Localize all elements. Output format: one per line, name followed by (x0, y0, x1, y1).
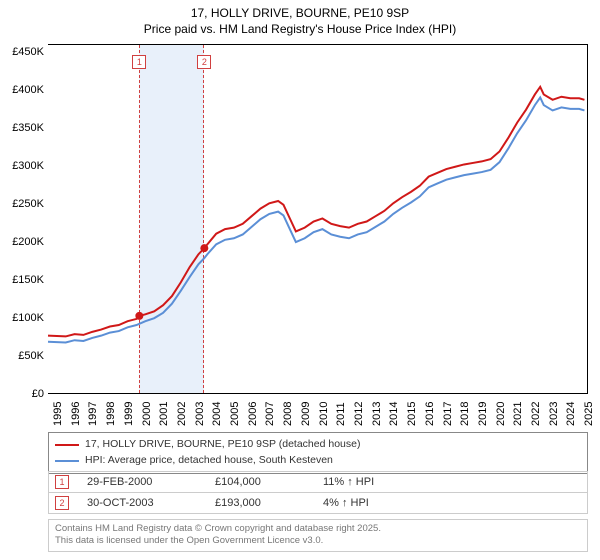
y-tick-label: £400K (0, 84, 44, 96)
x-tick-label: 2003 (194, 402, 206, 426)
x-tick-label: 2011 (335, 402, 347, 426)
y-tick-label: £250K (0, 198, 44, 210)
x-tick-label: 2017 (442, 402, 454, 426)
y-tick-label: £50K (0, 350, 44, 362)
y-tick-label: £450K (0, 46, 44, 58)
x-tick-label: 2006 (247, 402, 259, 426)
x-tick-label: 2005 (229, 402, 241, 426)
x-tick-label: 1997 (87, 402, 99, 426)
x-tick-label: 2019 (477, 402, 489, 426)
sale-date: 30-OCT-2003 (87, 497, 197, 509)
x-tick-label: 2009 (300, 402, 312, 426)
sale-marker-inline: 1 (55, 475, 69, 489)
sales-row: 1 29-FEB-2000 £104,000 11% ↑ HPI (48, 471, 588, 493)
y-tick-label: £100K (0, 312, 44, 324)
legend-swatch (55, 460, 79, 462)
legend-row: 17, HOLLY DRIVE, BOURNE, PE10 9SP (detac… (55, 437, 581, 453)
y-tick-label: £200K (0, 236, 44, 248)
legend-label: 17, HOLLY DRIVE, BOURNE, PE10 9SP (detac… (85, 437, 360, 453)
sale-delta: 11% ↑ HPI (323, 476, 413, 488)
x-tick-label: 2025 (583, 402, 595, 426)
x-tick-label: 2016 (424, 402, 436, 426)
sale-delta: 4% ↑ HPI (323, 497, 413, 509)
x-tick-label: 2018 (459, 402, 471, 426)
attribution: Contains HM Land Registry data © Crown c… (48, 519, 588, 552)
x-tick-label: 2007 (264, 402, 276, 426)
x-tick-label: 2015 (406, 402, 418, 426)
x-tick-label: 2014 (388, 402, 400, 426)
title-address: 17, HOLLY DRIVE, BOURNE, PE10 9SP (0, 6, 600, 22)
x-tick-label: 2001 (158, 402, 170, 426)
y-tick-label: £350K (0, 122, 44, 134)
y-tick-label: £300K (0, 160, 44, 172)
chart-container: 17, HOLLY DRIVE, BOURNE, PE10 9SP Price … (0, 0, 600, 560)
title-subtitle: Price paid vs. HM Land Registry's House … (0, 22, 600, 38)
x-tick-label: 2023 (548, 402, 560, 426)
x-tick-label: 1998 (105, 402, 117, 426)
x-tick-label: 2004 (211, 402, 223, 426)
x-tick-label: 1999 (123, 402, 135, 426)
plot-svg (48, 45, 588, 395)
sale-price: £104,000 (215, 476, 305, 488)
plot-area: 12 (48, 44, 588, 394)
x-tick-label: 1995 (52, 402, 64, 426)
series-price_paid (48, 87, 584, 337)
title-block: 17, HOLLY DRIVE, BOURNE, PE10 9SP Price … (0, 0, 600, 37)
x-tick-label: 2021 (512, 402, 524, 426)
x-tick-label: 2022 (530, 402, 542, 426)
sales-table: 1 29-FEB-2000 £104,000 11% ↑ HPI 2 30-OCT-200… (48, 472, 588, 514)
attribution-line1: Contains HM Land Registry data © Crown c… (55, 523, 581, 535)
sale-point (200, 244, 208, 252)
x-tick-label: 2008 (282, 402, 294, 426)
sales-row: 2 30-OCT-2003 £193,000 4% ↑ HPI (48, 492, 588, 514)
sale-point (135, 312, 143, 320)
sale-date: 29-FEB-2000 (87, 476, 197, 488)
legend: 17, HOLLY DRIVE, BOURNE, PE10 9SP (detac… (48, 432, 588, 474)
y-tick-label: £0 (0, 388, 44, 400)
x-tick-label: 2010 (318, 402, 330, 426)
x-tick-label: 2012 (353, 402, 365, 426)
x-tick-label: 2013 (371, 402, 383, 426)
x-tick-label: 2000 (141, 402, 153, 426)
legend-label: HPI: Average price, detached house, Sout… (85, 453, 333, 469)
x-tick-label: 2020 (495, 402, 507, 426)
x-tick-label: 2024 (565, 402, 577, 426)
y-tick-label: £150K (0, 274, 44, 286)
legend-row: HPI: Average price, detached house, Sout… (55, 453, 581, 469)
x-tick-label: 2002 (176, 402, 188, 426)
attribution-line2: This data is licensed under the Open Gov… (55, 535, 581, 547)
x-tick-label: 1996 (70, 402, 82, 426)
legend-swatch (55, 444, 79, 446)
sale-price: £193,000 (215, 497, 305, 509)
sale-marker-inline: 2 (55, 496, 69, 510)
